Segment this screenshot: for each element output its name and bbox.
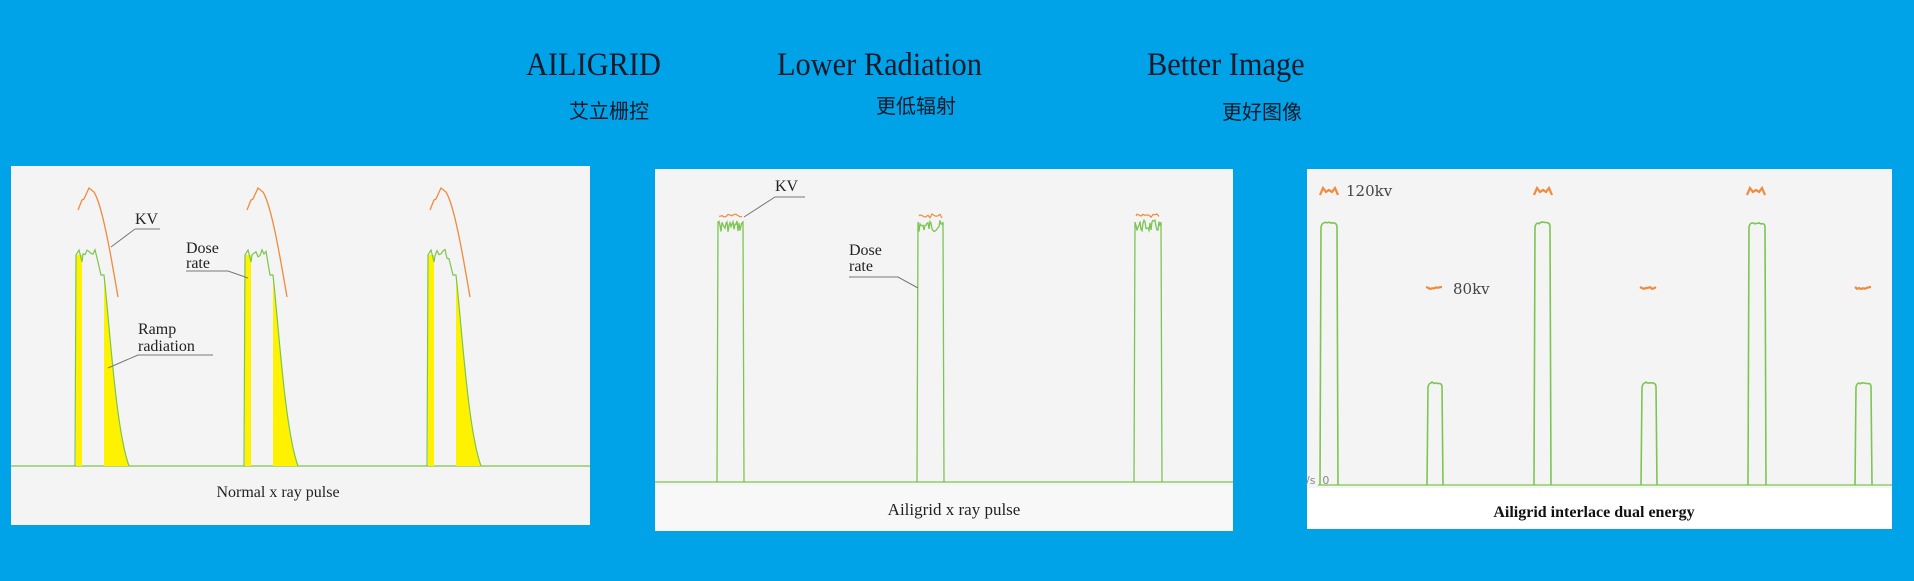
low-energy-pulse (1426, 380, 1444, 486)
caption-dual-energy: Ailigrid interlace dual energy (1493, 504, 1695, 521)
kv-leader-line (743, 196, 805, 218)
caption-ailigrid-pulse: Ailigrid x ray pulse (887, 500, 1021, 519)
header-title-ailigrid: AILIGRID (526, 47, 661, 83)
low-energy-pulse (1640, 381, 1658, 486)
dose-rate-leader-line (849, 276, 919, 289)
header-subtitle-ailigrid: 艾立栅控 (569, 101, 649, 123)
label-80kv: 80kv (1453, 280, 1490, 298)
low-energy-pulse (1854, 381, 1873, 486)
label-dose-rate-line2: rate (186, 255, 210, 272)
ramp-radiation-fill-fall (104, 275, 129, 466)
kv-plateau (718, 213, 743, 218)
label-kv: KV (775, 178, 799, 195)
kv-80-mark (1854, 285, 1872, 291)
ramp-radiation-fill-fall (273, 275, 298, 466)
dose-rate-pulse (243, 248, 299, 467)
axis-label: /s 0 (1306, 474, 1330, 487)
high-energy-pulse (1533, 221, 1552, 486)
high-energy-pulse (1747, 222, 1767, 486)
kv-120-mark (1745, 185, 1767, 196)
ramp-leader-line (107, 354, 213, 369)
label-kv: KV (135, 211, 159, 228)
label-dose-rate-line1: Dose (186, 240, 219, 257)
kv-80-mark (1425, 285, 1443, 291)
ramp-radiation-fill-rise (245, 255, 251, 466)
dose-rate-leader-line (186, 270, 249, 279)
kv-plateau (1135, 213, 1160, 219)
header-subtitle-better-image: 更好图像 (1222, 102, 1302, 124)
dose-rate-pulse (1133, 218, 1163, 483)
kv-80-mark (1639, 285, 1657, 290)
dose-rate-pulse (74, 248, 130, 467)
kv-plateau (918, 213, 943, 219)
header-subtitle-lower-radiation: 更低辐射 (876, 96, 956, 118)
kv-leader-line (110, 228, 136, 248)
header-title-lower-radiation: Lower Radiation (777, 47, 982, 83)
caption-normal-pulse: Normal x ray pulse (216, 484, 340, 501)
dose-rate-pulse (916, 219, 945, 483)
caption-area (1307, 488, 1892, 529)
panel-dual-energy (1307, 169, 1892, 529)
ramp-radiation-fill-rise (76, 255, 82, 466)
label-ramp-line1: Ramp (138, 321, 177, 338)
label-120kv: 120kv (1346, 182, 1393, 200)
caption-area (655, 485, 1233, 531)
label-dose-rate-line1: Dose (849, 242, 882, 259)
kv-curve (246, 186, 288, 298)
kv-curve (77, 186, 119, 298)
kv-120-mark (1532, 185, 1554, 196)
dose-rate-pulse (716, 219, 745, 483)
ramp-radiation-fill-rise (428, 255, 434, 466)
label-dose-rate-line2: rate (849, 258, 873, 275)
high-energy-pulse (1319, 221, 1339, 486)
dose-rate-pulse (426, 248, 482, 467)
kv-120-mark (1318, 185, 1340, 196)
label-ramp-line2: radiation (138, 338, 195, 355)
kv-curve (429, 186, 471, 298)
header-title-better-image: Better Image (1147, 47, 1305, 83)
ramp-radiation-fill-fall (456, 275, 481, 466)
